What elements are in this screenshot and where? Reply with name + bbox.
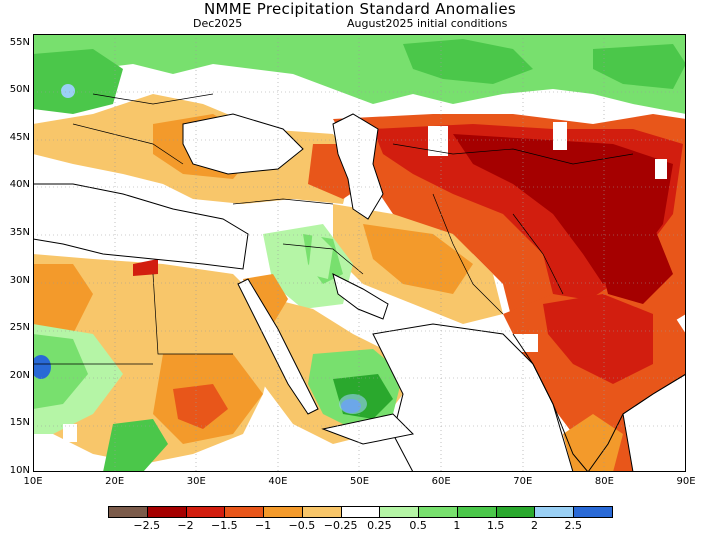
colorbar-tick-label: 2.5 <box>564 519 582 532</box>
anomaly-field-far-ne-wet <box>593 44 686 89</box>
colorbar-swatch <box>146 506 187 518</box>
colorbar-tick-label: −0.5 <box>288 519 316 532</box>
colorbar-swatch <box>301 506 342 518</box>
lon-tick-label: 40E <box>268 476 288 487</box>
lat-tick-label: 35N <box>9 226 30 238</box>
colorbar-swatch <box>534 506 575 518</box>
colorbar-swatch <box>379 506 420 518</box>
lon-tick-label: 30E <box>186 476 206 487</box>
colorbar-tick-label: −0.25 <box>323 519 358 532</box>
lat-tick-label: 10N <box>9 465 30 476</box>
lat-tick-label: 50N <box>9 84 30 96</box>
initial-conditions-label: August2025 initial conditions <box>347 17 508 30</box>
anomaly-field-europe-wet <box>33 49 123 114</box>
colorbar-tick-label: −1 <box>254 519 272 532</box>
lon-tick-label: 80E <box>594 476 614 487</box>
colorbar-swatch <box>224 506 265 518</box>
lat-tick-label: 25N <box>9 322 30 334</box>
anomaly-field-north-wet-dark <box>403 39 533 84</box>
colorbar-swatch <box>340 506 381 518</box>
colorbar-swatch <box>495 506 536 518</box>
colorbar-swatch <box>185 506 226 518</box>
colorbar-tick-label: 0.25 <box>367 519 392 532</box>
lat-tick-label: 30N <box>9 274 30 286</box>
lon-tick-label: 20E <box>105 476 125 487</box>
map-border <box>33 34 686 472</box>
lon-tick-label: 60E <box>431 476 451 487</box>
graticule <box>33 34 686 472</box>
colorbar-swatch <box>263 506 303 518</box>
colorbar-tick-label: 2 <box>530 519 538 532</box>
colorbar-swatch <box>573 506 613 518</box>
colorbar-swatch <box>418 506 458 518</box>
lon-tick-label: 90E <box>676 476 696 487</box>
lon-tick-label: 70E <box>513 476 533 487</box>
colorbar-tick-label: −2.5 <box>133 519 161 532</box>
colorbar-tick-label: −2 <box>177 519 194 532</box>
valid-month-label: Dec2025 <box>193 17 243 30</box>
colorbar-tick-label: 1 <box>453 519 461 532</box>
colorbar-swatch <box>456 506 497 518</box>
anomaly-map <box>33 34 686 472</box>
lat-tick-label: 55N <box>9 36 30 48</box>
lat-tick-label: 40N <box>9 179 30 191</box>
lat-tick-label: 45N <box>9 131 30 143</box>
colorbar-swatch <box>108 506 148 518</box>
lon-tick-label: 50E <box>349 476 370 487</box>
lat-tick-label: 15N <box>9 417 30 429</box>
lon-tick-label: 10E <box>23 476 43 487</box>
map-title: NMME Precipitation Standard Anomalies <box>203 0 517 18</box>
lat-tick-label: 20N <box>9 369 30 381</box>
colorbar-tick-label: 1.5 <box>486 519 505 532</box>
colorbar-tick-label: −1.5 <box>210 519 238 532</box>
colorbar-tick-label: 0.5 <box>409 519 427 532</box>
